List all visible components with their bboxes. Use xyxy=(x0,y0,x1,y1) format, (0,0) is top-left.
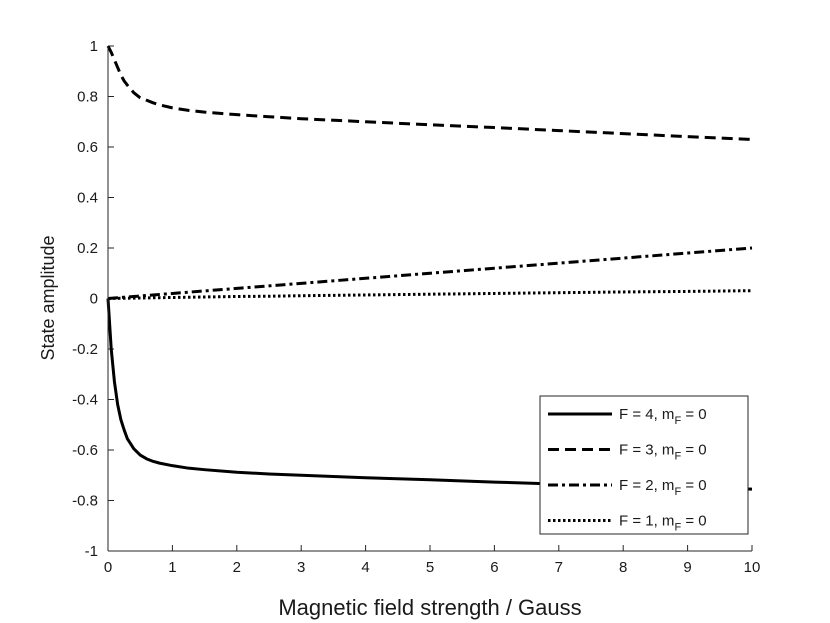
legend-entry-subscript: F xyxy=(674,486,681,498)
x-tick-label: 7 xyxy=(555,559,563,576)
series-group xyxy=(106,45,753,491)
x-tick-label: 6 xyxy=(490,559,498,576)
legend-box xyxy=(539,395,749,535)
legend-entry-1: F = 4, mF = 0 xyxy=(619,406,707,427)
y-tick-label: 0.8 xyxy=(77,89,98,106)
x-tick-label: 0 xyxy=(104,559,112,576)
legend-entry-subscript: F xyxy=(674,451,681,463)
x-tick-label: 5 xyxy=(426,559,434,576)
series-line-4 xyxy=(107,289,753,300)
x-tick-label: 2 xyxy=(233,559,241,576)
legend-entry-2: F = 3, mF = 0 xyxy=(619,442,707,463)
x-tick-label: 3 xyxy=(297,559,305,576)
legend: F = 4, mF = 0F = 3, mF = 0F = 2, mF = 0F… xyxy=(539,395,749,535)
tick-label-group: 0 1 2 3 4 5 6 7 8 9 10 -1 -0.8 -0.6 -0.4 -0.2 0 0.2 0.4 0.6… xyxy=(72,38,760,576)
y-tick-label: -0.6 xyxy=(72,442,98,459)
x-tick-label: 10 xyxy=(744,559,761,576)
y-tick-label: 0.6 xyxy=(77,139,98,156)
y-tick-label: 0 xyxy=(90,291,98,308)
y-axis-label: State amplitude xyxy=(38,235,58,360)
y-tick-label: -1 xyxy=(85,543,98,560)
legend-entry-main: F = 2, m xyxy=(619,477,674,494)
x-tick-label: 8 xyxy=(619,559,627,576)
series-line-1 xyxy=(106,298,753,491)
tick-group xyxy=(107,45,753,552)
legend-entry-tail: = 0 xyxy=(681,477,706,494)
y-tick-label: 0.4 xyxy=(77,190,98,207)
legend-entry-4: F = 1, mF = 0 xyxy=(619,513,707,534)
legend-entry-main: F = 1, m xyxy=(619,513,674,530)
y-tick-label: -0.4 xyxy=(72,392,98,409)
x-tick-label: 9 xyxy=(683,559,691,576)
legend-entry-tail: = 0 xyxy=(681,513,706,530)
x-tick-label: 4 xyxy=(361,559,369,576)
legend-entry-subscript: F xyxy=(674,415,681,427)
series-line-2 xyxy=(106,45,753,141)
legend-entry-main: F = 3, m xyxy=(619,442,674,459)
y-tick-label: -0.8 xyxy=(72,493,98,510)
legend-entry-subscript: F xyxy=(674,522,681,534)
y-tick-label: 0.2 xyxy=(77,240,98,257)
x-axis-label: Magnetic field strength / Gauss xyxy=(278,595,581,620)
x-tick-label: 1 xyxy=(168,559,176,576)
y-tick-label: 1 xyxy=(90,38,98,55)
legend-entry-main: F = 4, m xyxy=(619,406,674,423)
legend-entry-tail: = 0 xyxy=(681,442,706,459)
legend-entry-3: F = 2, mF = 0 xyxy=(619,477,707,498)
y-tick-label: -0.2 xyxy=(72,341,98,358)
series-line-3 xyxy=(107,246,753,300)
legend-entry-tail: = 0 xyxy=(681,406,706,423)
